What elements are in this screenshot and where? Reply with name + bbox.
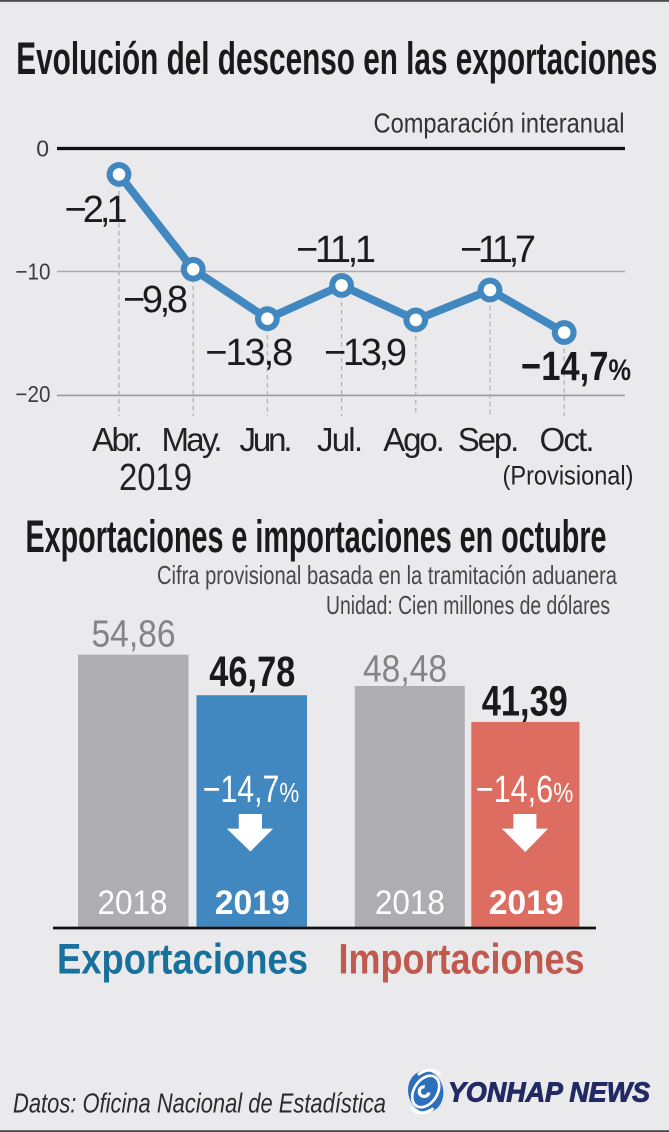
svg-text:−13,9: −13,9	[324, 332, 407, 374]
svg-text:−11,7: −11,7	[460, 229, 536, 271]
svg-text:Jul.: Jul.	[317, 421, 363, 458]
svg-text:0: 0	[36, 136, 49, 162]
svg-text:46,78: 46,78	[209, 648, 295, 696]
svg-text:2018: 2018	[98, 884, 168, 922]
svg-text:48,48: 48,48	[363, 649, 447, 691]
svg-text:Sep.: Sep.	[458, 421, 520, 458]
svg-text:Jun.: Jun.	[240, 421, 293, 458]
svg-text:−9,8: −9,8	[123, 279, 188, 321]
svg-text:2019: 2019	[215, 884, 290, 922]
svg-text:54,86: 54,86	[92, 614, 176, 656]
svg-text:Unidad: Cien millones de dólar: Unidad: Cien millones de dólares	[326, 590, 610, 620]
svg-text:Importaciones: Importaciones	[339, 936, 585, 984]
svg-text:−2,1: −2,1	[65, 189, 128, 231]
svg-text:2019: 2019	[489, 884, 564, 922]
svg-text:(Provisional): (Provisional)	[503, 461, 634, 491]
svg-text:41,39: 41,39	[482, 678, 568, 726]
svg-text:Datos: Oficina Nacional de Est: Datos: Oficina Nacional de Estadística	[13, 1088, 386, 1119]
svg-text:−13,8: −13,8	[205, 332, 293, 374]
svg-text:Evolución del descenso en las: Evolución del descenso en las exportacio…	[16, 33, 657, 84]
svg-text:−20: −20	[16, 381, 51, 407]
svg-text:YONHAP NEWS: YONHAP NEWS	[448, 1077, 651, 1108]
svg-text:Cifra provisional basada en la: Cifra provisional basada en la tramitaci…	[157, 560, 617, 590]
svg-text:Oct.: Oct.	[540, 421, 595, 458]
svg-text:2018: 2018	[375, 884, 445, 922]
svg-text:May.: May.	[162, 421, 223, 458]
svg-text:Exportaciones: Exportaciones	[57, 936, 308, 984]
svg-text:Comparación interanual: Comparación interanual	[374, 108, 625, 139]
svg-text:Ago.: Ago.	[383, 421, 445, 458]
svg-text:Exportaciones e importaciones: Exportaciones e importaciones en octubre	[26, 511, 607, 562]
svg-text:−10: −10	[16, 259, 51, 285]
svg-text:2019: 2019	[119, 457, 192, 499]
svg-text:−11,1: −11,1	[296, 229, 376, 271]
svg-text:Abr.: Abr.	[92, 421, 143, 458]
